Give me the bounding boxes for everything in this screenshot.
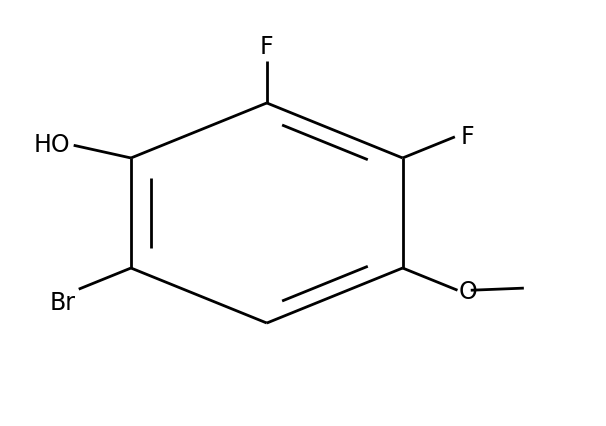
Text: Br: Br [50,291,76,315]
Text: O: O [459,280,478,304]
Text: HO: HO [34,133,71,157]
Text: F: F [260,35,274,58]
Text: F: F [461,125,474,149]
